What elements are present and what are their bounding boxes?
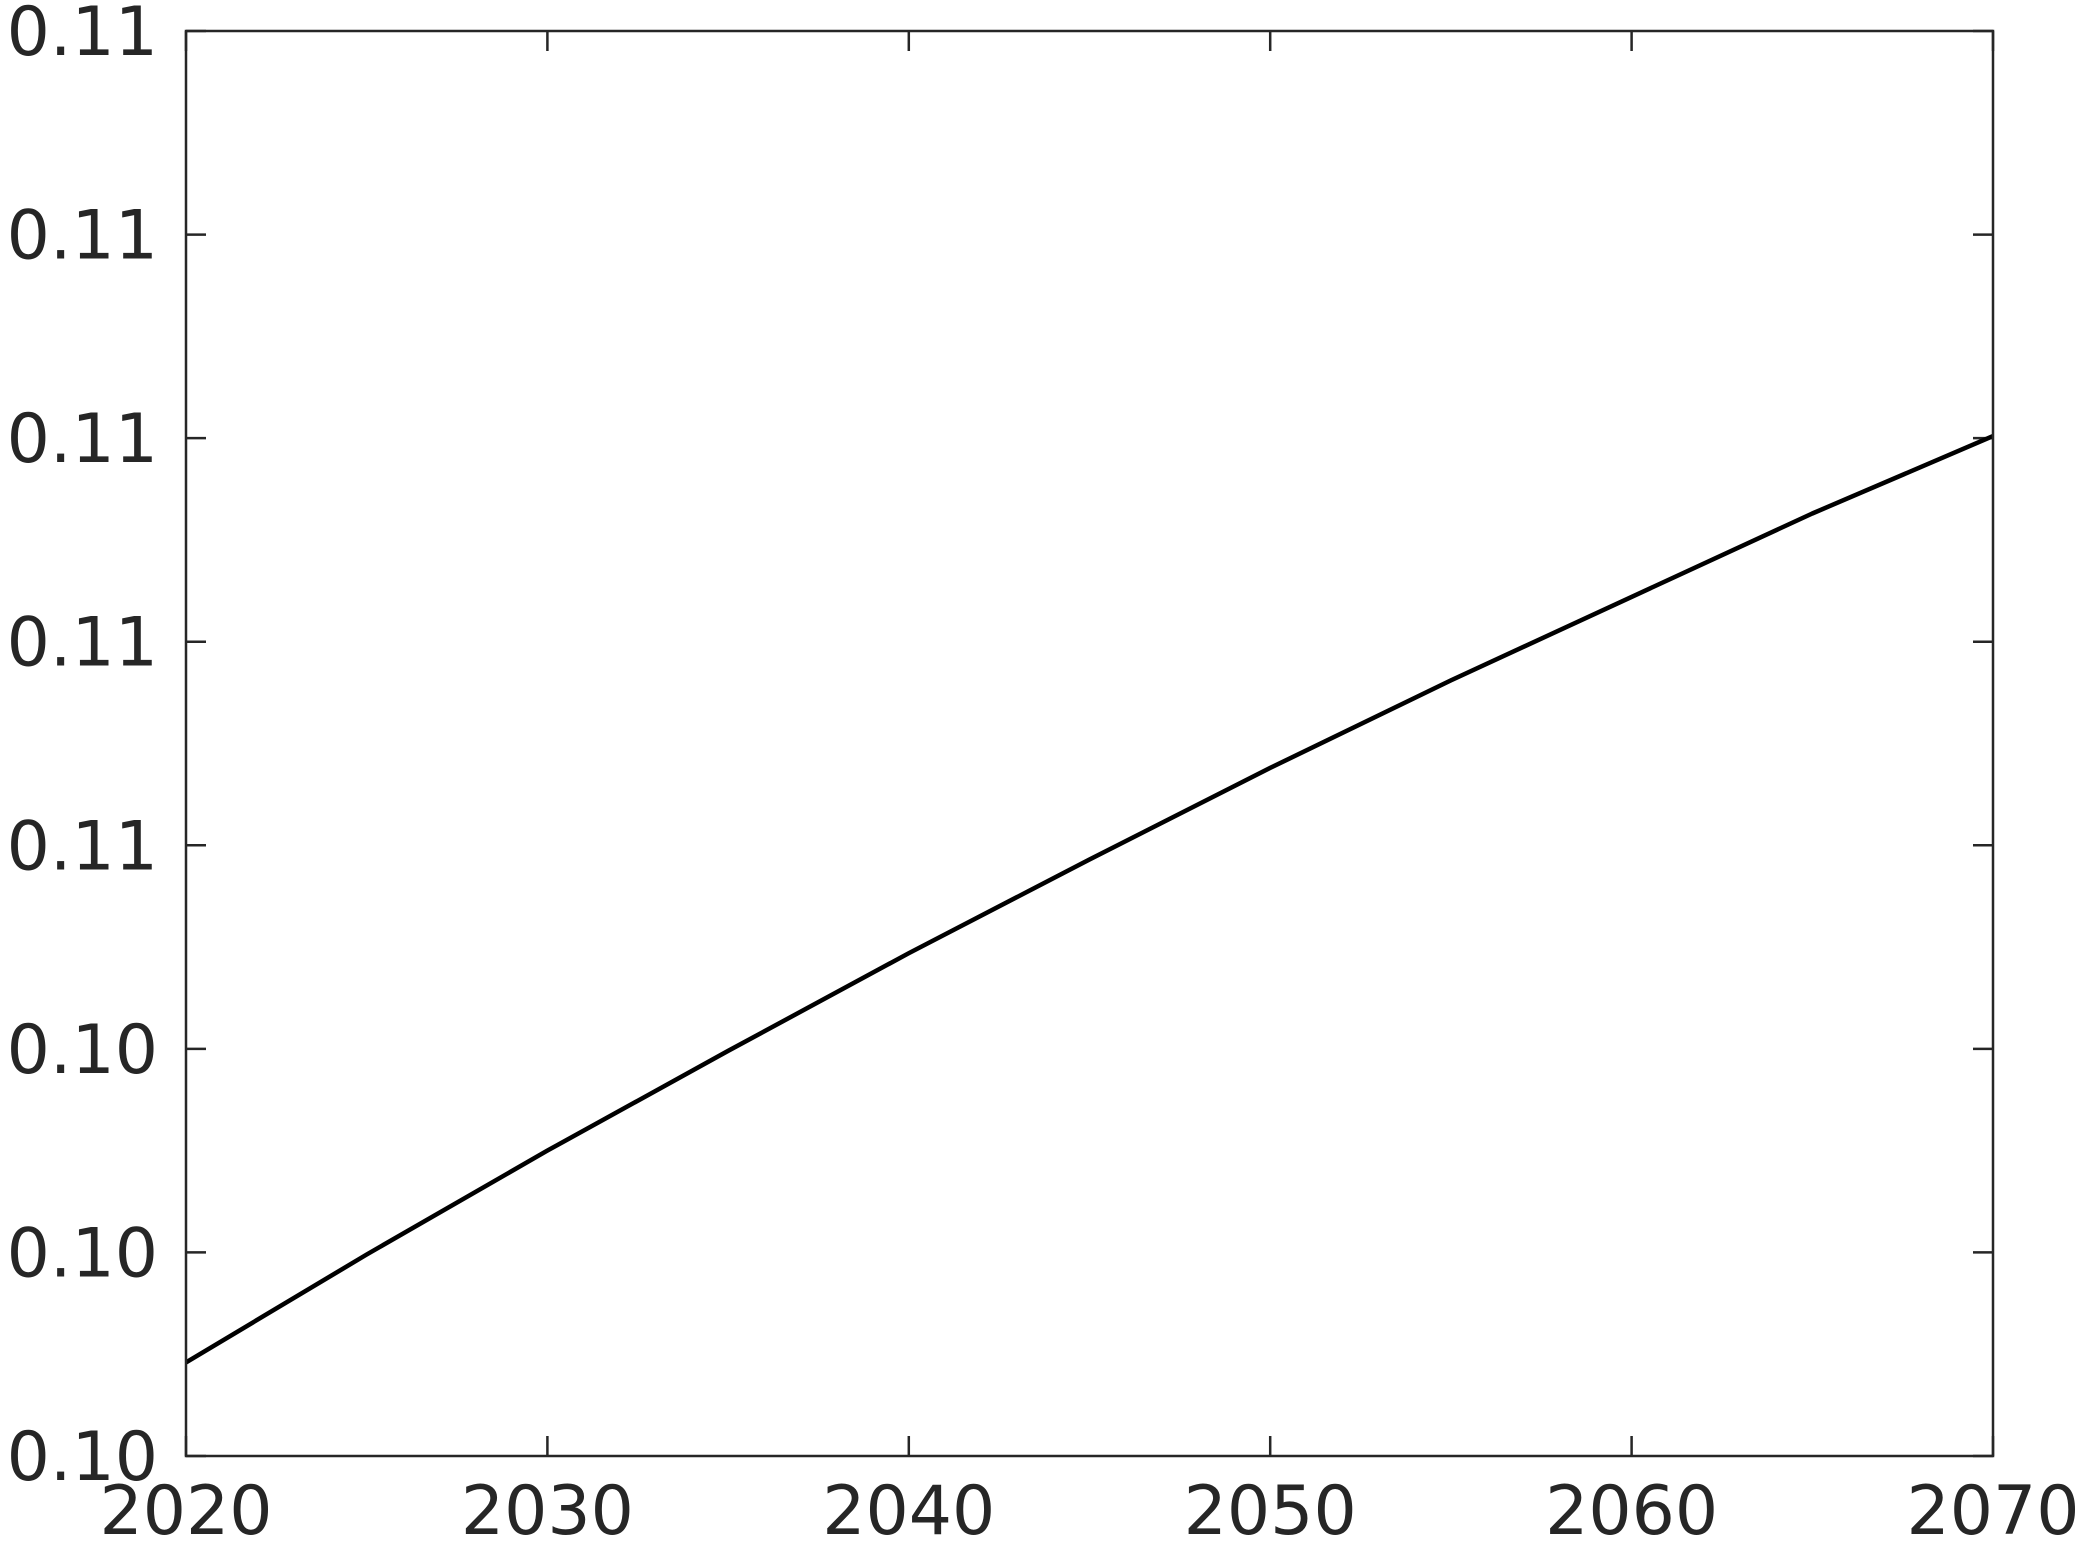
x-tick-label: 2060	[1545, 1472, 1718, 1551]
x-tick-label: 2040	[822, 1472, 995, 1551]
x-tick-label: 2030	[461, 1472, 634, 1551]
y-tick-label: 0.11	[7, 604, 158, 683]
series-line	[184, 434, 1994, 1365]
series-group	[184, 434, 1994, 1365]
y-tick-label: 0.11	[7, 197, 158, 276]
y-tick-label: 0.10	[7, 1418, 158, 1497]
y-tick-label: 0.11	[7, 807, 158, 886]
x-tick-label: 2050	[1184, 1472, 1357, 1551]
tick-labels: 2020 2030 2040 2050 2060 2070 0.10 0.10 0.10 0.11…	[7, 0, 2080, 1551]
y-tick-label: 0.11	[7, 400, 158, 479]
plot-background	[186, 31, 1993, 1456]
x-tick-label: 2070	[1906, 1472, 2079, 1551]
x-tick-label: 2020	[99, 1472, 272, 1551]
plot-frame	[184, 29, 1995, 1458]
y-tick-label: 0.10	[7, 1011, 158, 1090]
y-tick-label: 0.10	[7, 1214, 158, 1293]
y-tick-label: 0.11	[7, 0, 158, 72]
